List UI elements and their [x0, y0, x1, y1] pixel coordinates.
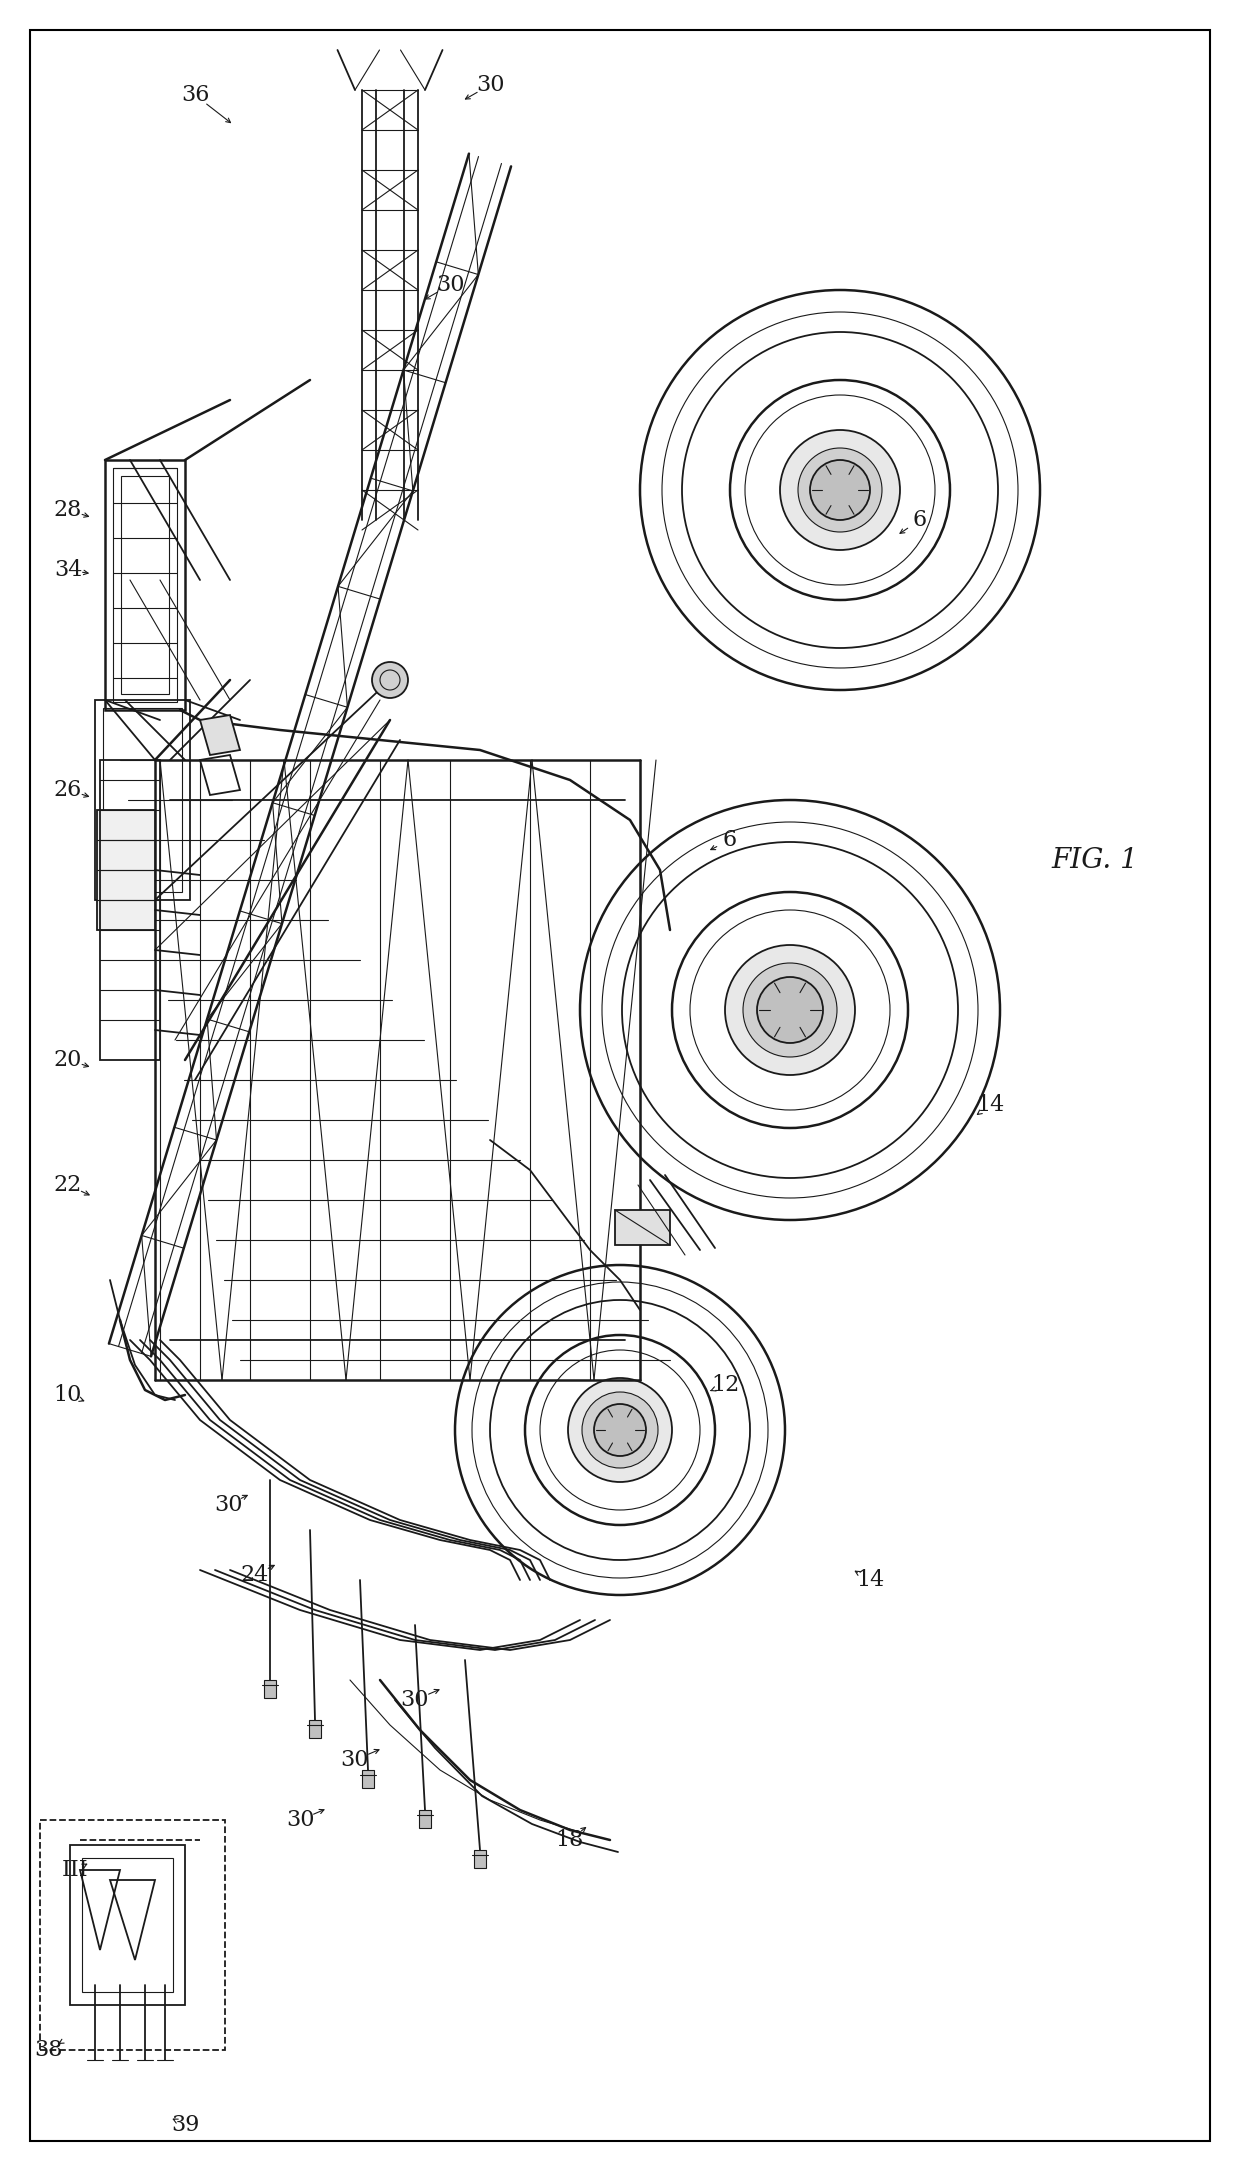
Bar — [105, 460, 185, 710]
Bar — [122, 475, 169, 695]
Circle shape — [780, 430, 900, 549]
Bar — [97, 810, 155, 929]
Text: III: III — [62, 1858, 88, 1880]
Text: 6: 6 — [723, 829, 737, 851]
Text: 30: 30 — [213, 1494, 242, 1515]
Bar — [69, 1845, 185, 2006]
Bar — [309, 1719, 321, 1739]
Text: 30: 30 — [401, 1689, 429, 1711]
Bar — [615, 1209, 670, 1244]
Text: 20: 20 — [53, 1049, 82, 1070]
Text: 39: 39 — [171, 2115, 200, 2136]
Text: 14: 14 — [856, 1570, 884, 1591]
Text: 10: 10 — [53, 1383, 82, 1407]
Bar — [113, 469, 177, 701]
Circle shape — [582, 1392, 658, 1468]
Bar — [264, 1680, 277, 1698]
Bar — [100, 760, 160, 1059]
Circle shape — [725, 944, 856, 1075]
Circle shape — [568, 1379, 672, 1483]
Polygon shape — [200, 714, 241, 756]
Circle shape — [810, 460, 870, 521]
Text: 24: 24 — [241, 1563, 269, 1587]
Bar — [419, 1811, 432, 1828]
Circle shape — [799, 447, 882, 532]
Text: 30: 30 — [476, 74, 505, 96]
Text: 30: 30 — [435, 274, 464, 295]
Text: FIG. 1: FIG. 1 — [1052, 847, 1138, 873]
Text: 30: 30 — [285, 1808, 314, 1830]
Text: 38: 38 — [33, 2039, 62, 2060]
Text: 26: 26 — [53, 779, 82, 801]
Bar — [362, 1769, 374, 1789]
Text: 18: 18 — [556, 1828, 584, 1852]
Circle shape — [594, 1405, 646, 1457]
Bar — [40, 1819, 224, 2049]
Circle shape — [756, 977, 823, 1042]
Text: 34: 34 — [53, 558, 82, 582]
Bar — [474, 1850, 486, 1867]
Text: 28: 28 — [53, 499, 82, 521]
Text: 14: 14 — [976, 1094, 1004, 1116]
Text: 36: 36 — [181, 85, 210, 106]
Text: 12: 12 — [711, 1374, 739, 1396]
Bar — [95, 699, 190, 901]
Circle shape — [743, 964, 837, 1057]
Text: 30: 30 — [341, 1750, 370, 1772]
Text: 22: 22 — [53, 1175, 82, 1196]
Circle shape — [372, 662, 408, 699]
Bar — [103, 708, 182, 892]
Bar — [82, 1858, 174, 1993]
Text: 6: 6 — [913, 508, 928, 532]
